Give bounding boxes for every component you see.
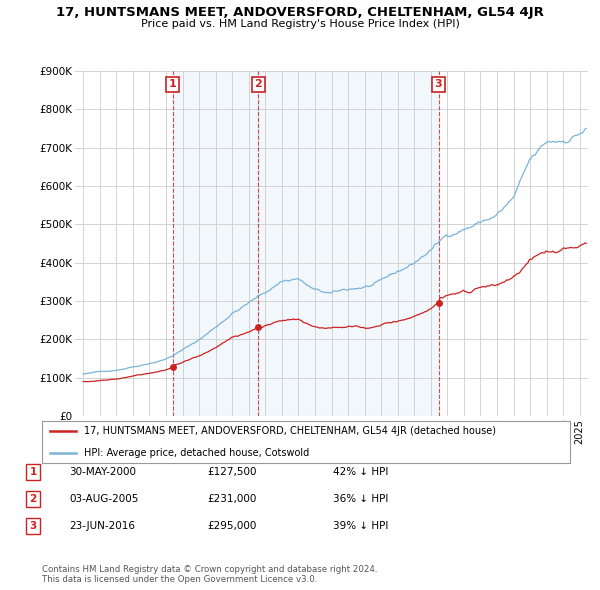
Text: 39% ↓ HPI: 39% ↓ HPI xyxy=(333,522,388,531)
Text: Price paid vs. HM Land Registry's House Price Index (HPI): Price paid vs. HM Land Registry's House … xyxy=(140,19,460,29)
Text: 36% ↓ HPI: 36% ↓ HPI xyxy=(333,494,388,504)
Bar xyxy=(173,71,259,416)
Bar xyxy=(259,71,439,416)
Text: 3: 3 xyxy=(29,522,37,531)
Text: 17, HUNTSMANS MEET, ANDOVERSFORD, CHELTENHAM, GL54 4JR: 17, HUNTSMANS MEET, ANDOVERSFORD, CHELTE… xyxy=(56,6,544,19)
Text: 3: 3 xyxy=(435,80,442,90)
Text: 1: 1 xyxy=(169,80,176,90)
Text: £231,000: £231,000 xyxy=(207,494,256,504)
Text: £127,500: £127,500 xyxy=(207,467,257,477)
Text: HPI: Average price, detached house, Cotswold: HPI: Average price, detached house, Cots… xyxy=(84,448,310,457)
Text: 23-JUN-2016: 23-JUN-2016 xyxy=(69,522,135,531)
Text: Contains HM Land Registry data © Crown copyright and database right 2024.
This d: Contains HM Land Registry data © Crown c… xyxy=(42,565,377,584)
Text: 17, HUNTSMANS MEET, ANDOVERSFORD, CHELTENHAM, GL54 4JR (detached house): 17, HUNTSMANS MEET, ANDOVERSFORD, CHELTE… xyxy=(84,427,496,436)
Text: 03-AUG-2005: 03-AUG-2005 xyxy=(69,494,139,504)
Text: 30-MAY-2000: 30-MAY-2000 xyxy=(69,467,136,477)
Text: £295,000: £295,000 xyxy=(207,522,256,531)
Text: 2: 2 xyxy=(254,80,262,90)
Text: 1: 1 xyxy=(29,467,37,477)
Text: 2: 2 xyxy=(29,494,37,504)
Text: 42% ↓ HPI: 42% ↓ HPI xyxy=(333,467,388,477)
